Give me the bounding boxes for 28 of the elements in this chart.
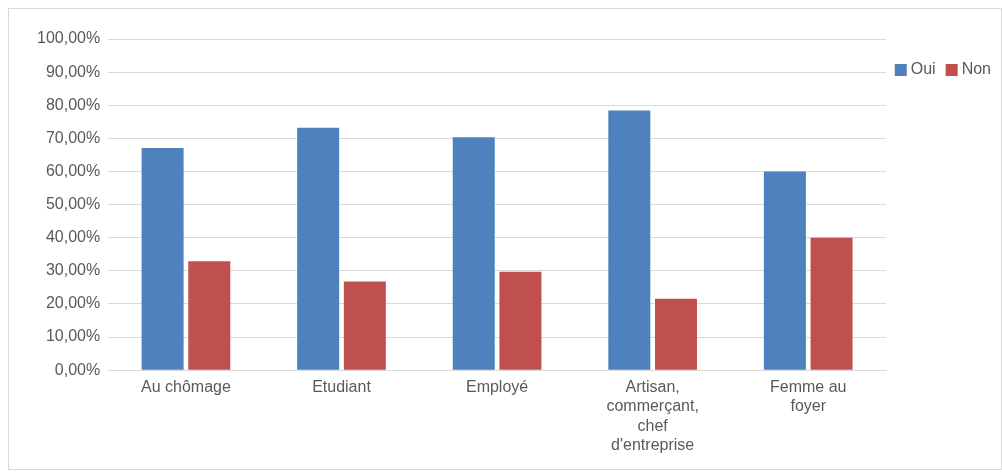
bar [499, 271, 542, 370]
x-tick-label: Artisan, commerçant, chef d'entreprise [606, 378, 699, 453]
bar [343, 281, 386, 370]
x-tick-label: Etudiant [312, 378, 372, 396]
legend-label: Non [961, 60, 992, 78]
y-tick-label: 50,00% [45, 195, 101, 213]
y-tick-label: 20,00% [45, 294, 101, 312]
x-tick-label: Employé [465, 378, 529, 396]
y-tick-label: 90,00% [45, 62, 101, 80]
legend-label: Oui [910, 60, 936, 78]
y-tick-label: 10,00% [45, 327, 101, 345]
y-tick-label: 40,00% [45, 228, 101, 246]
bar [810, 237, 853, 370]
y-tick-label: 0,00% [54, 360, 101, 378]
y-tick-label: 70,00% [45, 128, 101, 146]
bar [608, 110, 651, 370]
y-tick-label: 100,00% [36, 29, 101, 47]
bar [188, 261, 231, 370]
y-tick-label: 60,00% [45, 161, 101, 179]
x-tick-label: Au chômage [141, 378, 231, 396]
bar [452, 137, 495, 370]
y-tick-label: 30,00% [45, 261, 101, 279]
bar [763, 171, 806, 370]
bar [297, 127, 340, 370]
y-tick-label: 80,00% [45, 95, 101, 113]
bar [141, 147, 184, 370]
x-tick-label: Femme au foyer [769, 378, 847, 415]
bar [654, 298, 697, 370]
